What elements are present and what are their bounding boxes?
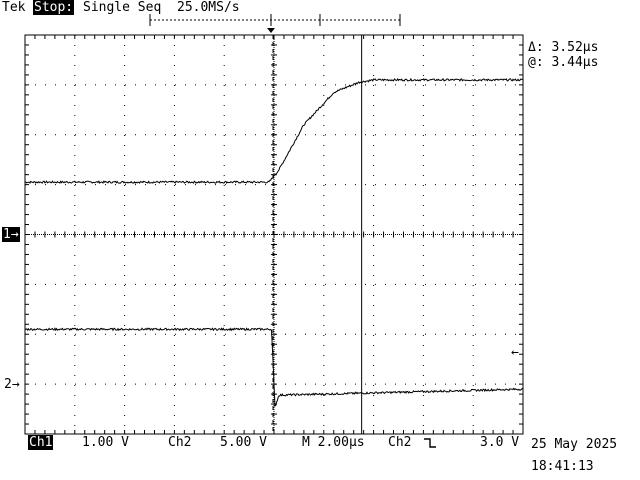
trigger-level-marker[interactable]: ← <box>511 345 519 360</box>
trigger-level: 3.0 V <box>480 435 520 450</box>
trigger-point-arrow <box>267 28 275 33</box>
ch2-ground-marker[interactable]: 2→ <box>4 377 20 392</box>
ch2-scale: 5.00 V <box>220 435 267 450</box>
ch1-ground-marker[interactable]: 1→ <box>2 227 20 242</box>
waveform-traces <box>24 77 524 408</box>
ch2-label: Ch2 <box>168 435 192 450</box>
sample-rate: 25.0MS/s <box>177 0 240 15</box>
trigger-source: Ch2 <box>388 435 412 450</box>
trace-ch1 <box>24 77 524 185</box>
cursor-delta-readout: Δ: 3.52µs <box>528 40 599 55</box>
cursor-position-readout: @: 3.44µs <box>528 55 599 70</box>
trigger-position-bar <box>149 14 401 33</box>
brand-label: Tek <box>2 0 26 15</box>
ch1-scale: 1.00 V <box>82 435 129 450</box>
falling-edge-icon <box>424 438 436 448</box>
trace-ch2 <box>24 327 524 408</box>
acquisition-mode: Single Seq <box>83 0 162 15</box>
time: 18:41:13 <box>531 459 594 474</box>
ch1-label: Ch1 <box>28 435 54 450</box>
graticule <box>24 34 524 435</box>
cursor-lines <box>272 35 363 434</box>
run-state-badge: Stop: <box>33 0 75 15</box>
timebase: M 2.00µs <box>302 435 365 450</box>
date: 25 May 2025 <box>531 437 618 452</box>
